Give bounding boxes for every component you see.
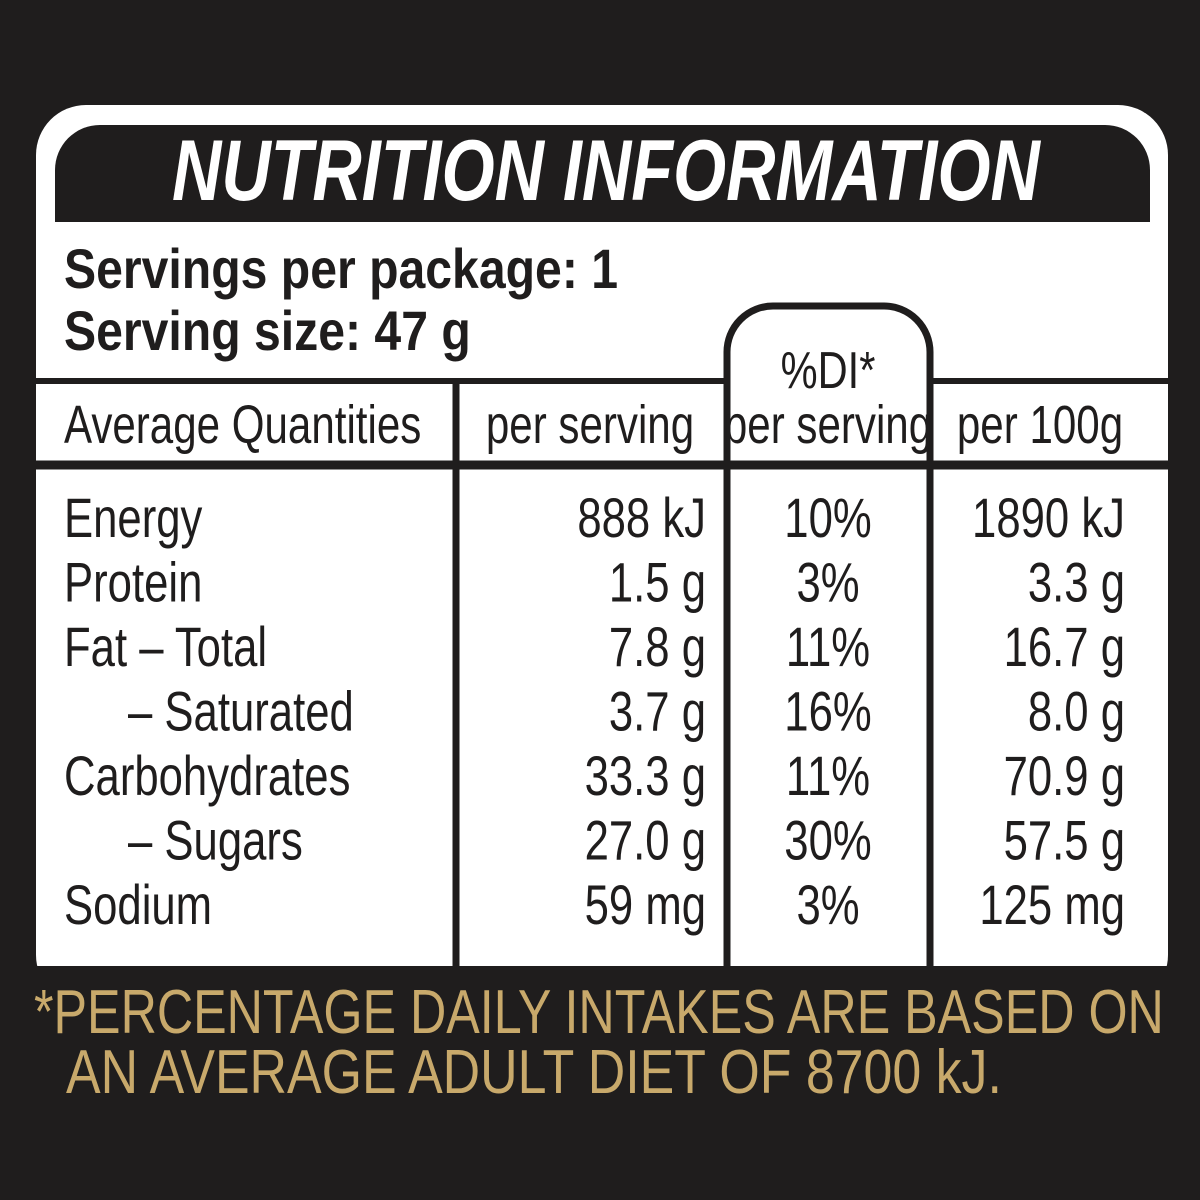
nutrient-value: 8.0 g [1028,680,1125,742]
nutrient-value: 30% [784,809,871,871]
nutrient-value: 7.8 g [609,616,706,678]
label-panel [36,105,1168,1005]
title-band [55,125,1150,222]
nutrient-value: 888 kJ [577,487,706,549]
nutrient-name: Fat – Total [64,616,267,678]
nutrient-value: 33.3 g [585,745,706,807]
nutrient-value: 3.3 g [1028,551,1125,613]
nutrient-name: Protein [64,551,202,613]
nutrient-name: Energy [64,487,202,549]
footnote: *PERCENTAGE DAILY INTAKES ARE BASED ON [34,977,1164,1046]
nutrient-value: 125 mg [979,874,1125,936]
nutrient-name: – Saturated [128,680,354,742]
nutrient-value: 70.9 g [1004,745,1125,807]
column-header: per serving [486,395,694,455]
nutrient-value: 59 mg [585,874,706,936]
nutrient-value: 57.5 g [1004,809,1125,871]
column-header: per 100g [957,395,1123,455]
footer-background [0,966,1200,1200]
nutrient-value: 1890 kJ [972,487,1125,549]
nutrient-value: 11% [786,616,870,678]
nutrient-value: 3% [796,874,859,936]
nutrient-name: Sodium [64,874,212,936]
title: NUTRITION INFORMATION [172,124,1042,219]
nutrient-name: Carbohydrates [64,745,350,807]
nutrient-value: 3% [796,551,859,613]
nutrient-value: 10% [784,487,871,549]
texts: NUTRITION INFORMATION Servings per packag… [34,124,1164,1107]
column-header: Average Quantities [64,395,421,455]
footnote: AN AVERAGE ADULT DIET OF 8700 kJ. [66,1038,1002,1107]
column-header: per serving [724,395,932,455]
di-label: %DI* [781,341,876,400]
servings-line: Servings per package: 1 [64,239,618,301]
nutrient-value: 27.0 g [585,809,706,871]
di-column-outline [723,302,934,968]
nutrient-value: 11% [786,745,870,807]
servings-line: Serving size: 47 g [64,301,471,363]
nutrient-value: 3.7 g [609,680,706,742]
nutrient-value: 1.5 g [609,551,706,613]
nutrient-value: 16% [784,680,871,742]
nutrient-value: 16.7 g [1004,616,1125,678]
nutrient-name: – Sugars [128,809,303,871]
